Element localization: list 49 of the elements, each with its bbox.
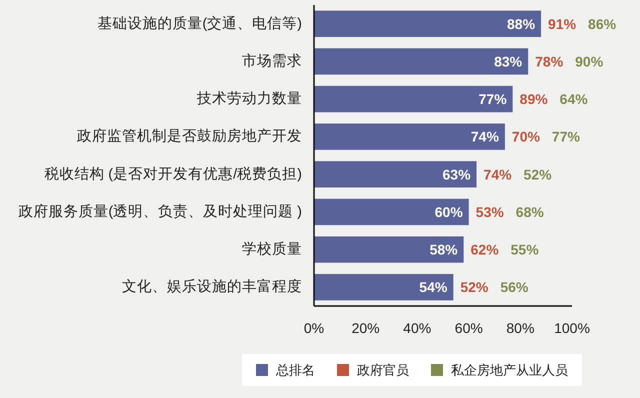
- x-tick-label: 20%: [352, 320, 380, 336]
- x-tick-label: 100%: [554, 320, 590, 336]
- text: 77%: [552, 128, 580, 145]
- x-tick-label: 80%: [506, 320, 534, 336]
- text: 56%: [500, 279, 528, 296]
- bar: [314, 10, 542, 37]
- x-tick-label: 60%: [454, 320, 483, 336]
- y-tick-label: 学校质量: [242, 240, 302, 258]
- y-tick-label: 政府服务质量(透明、负责、及时处理问题 ): [18, 202, 302, 220]
- data-label: 63%: [442, 166, 472, 182]
- text: 91%: [548, 16, 576, 32]
- x-tick-label: 40%: [403, 320, 432, 336]
- text: 64%: [560, 91, 588, 108]
- data-label: 54%: [419, 279, 448, 296]
- text: 70%: [512, 128, 540, 145]
- bar: [314, 236, 464, 263]
- bar: [314, 274, 454, 300]
- legend-label: 政府官员: [357, 362, 409, 378]
- data-label: 88%: [507, 16, 536, 32]
- bar: [314, 161, 477, 188]
- text: 74%: [484, 166, 512, 182]
- bar: [314, 198, 469, 226]
- legend-label: 私企房地产从业人员: [451, 362, 568, 378]
- y-tick-label: 基础设施的质量(交通、电信等): [97, 14, 302, 32]
- y-tick-label: 政府监管机制是否鼓励房地产开发: [77, 128, 302, 145]
- y-tick-label: 技术劳动力数量: [196, 90, 302, 108]
- bar: [314, 48, 528, 75]
- y-tick-label: 市场需求: [242, 52, 302, 70]
- y-tick-label: 税收结构 (是否对开发有优惠/税费负担): [44, 165, 302, 182]
- data-label: 74%: [470, 128, 500, 145]
- data-label: 83%: [494, 53, 523, 70]
- data-label: 77%: [478, 91, 508, 108]
- text: 90%: [575, 53, 604, 70]
- text: 55%: [510, 242, 539, 258]
- text: 89%: [520, 91, 548, 108]
- legend-label: 总排名: [275, 362, 315, 378]
- bar: [314, 124, 505, 150]
- y-tick-label: 文化、娱乐设施的丰富程度: [122, 278, 302, 296]
- bar: [314, 86, 513, 112]
- text: 86%: [588, 16, 616, 32]
- text: 52%: [524, 166, 552, 182]
- data-label: 58%: [430, 242, 458, 258]
- text: 78%: [535, 53, 564, 70]
- data-label: 60%: [434, 204, 464, 220]
- x-tick-label: 0%: [304, 320, 324, 336]
- text: 62%: [470, 242, 499, 258]
- text: 68%: [516, 204, 544, 220]
- text: 53%: [476, 204, 504, 220]
- text: 52%: [460, 279, 488, 296]
